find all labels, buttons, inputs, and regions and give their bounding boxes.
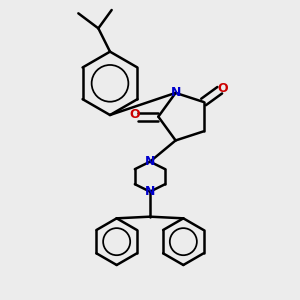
Text: O: O: [129, 109, 140, 122]
Text: N: N: [145, 155, 155, 168]
Text: O: O: [217, 82, 228, 95]
Text: N: N: [170, 86, 181, 99]
Text: N: N: [145, 185, 155, 198]
